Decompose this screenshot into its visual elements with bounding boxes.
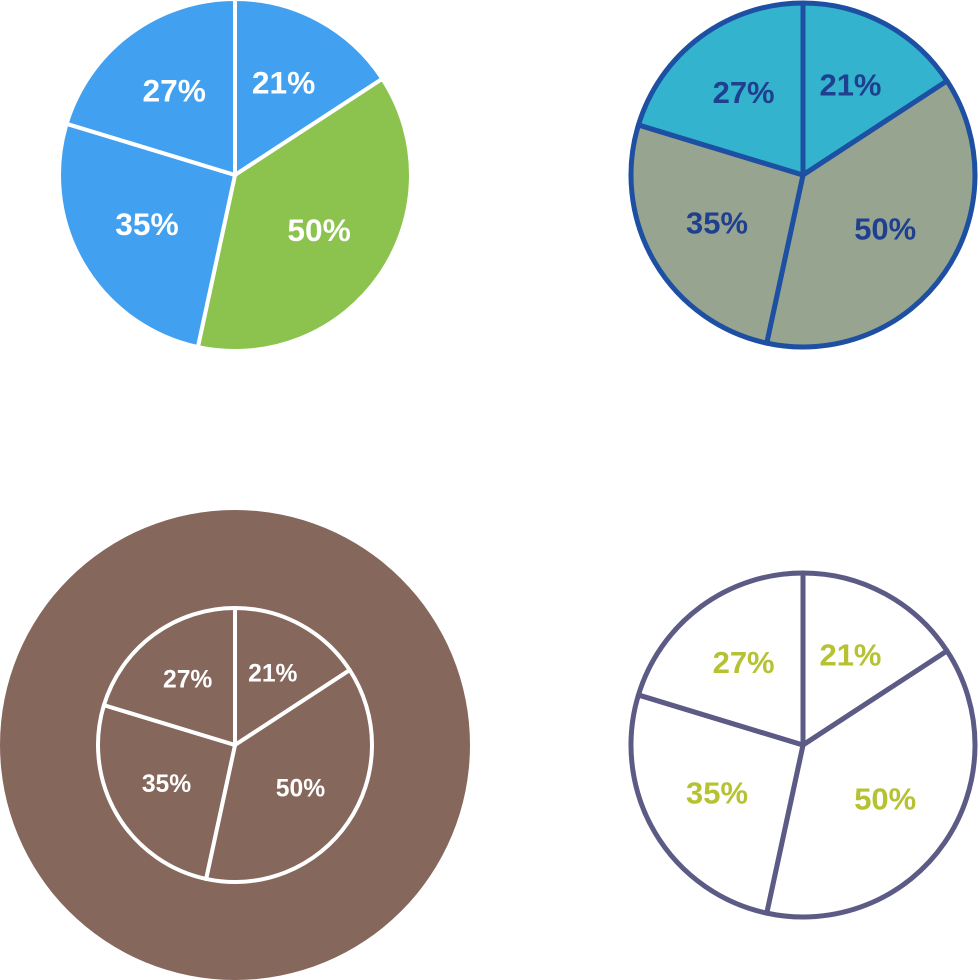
- pie-slice: [800, 0, 950, 178]
- slice-label: 35%: [115, 206, 178, 242]
- slice-label: 50%: [854, 212, 916, 247]
- slice-label: 50%: [287, 212, 350, 248]
- pie-slice: [635, 570, 806, 748]
- pie-slice: [764, 78, 978, 350]
- slice-label: 50%: [276, 776, 325, 803]
- pie-slice: [628, 122, 806, 346]
- slice-label: 27%: [163, 667, 212, 694]
- pie-slice: [195, 76, 413, 353]
- pie-slice: [204, 668, 374, 884]
- slice-label: 35%: [686, 206, 748, 241]
- slice-label: 21%: [248, 661, 297, 688]
- slice-label: 35%: [142, 771, 191, 798]
- slice-label: 21%: [252, 65, 315, 101]
- slice-label: 27%: [713, 645, 775, 680]
- pie-slice: [233, 606, 352, 747]
- pie-slice: [57, 121, 237, 350]
- pie-slice: [635, 0, 806, 178]
- slice-label: 50%: [854, 782, 916, 817]
- pie-slice: [96, 703, 237, 881]
- pie-slice: [800, 570, 950, 748]
- pie-slice: [764, 648, 978, 920]
- pie-slice: [233, 0, 385, 177]
- slice-label: 27%: [143, 72, 206, 108]
- slice-label: 21%: [820, 67, 882, 102]
- pie-slice: [628, 692, 806, 916]
- pie-slice: [101, 606, 237, 747]
- slice-label: 21%: [820, 637, 882, 672]
- pie-slice: [64, 0, 237, 177]
- slice-label: 27%: [713, 75, 775, 110]
- slice-label: 35%: [686, 776, 748, 811]
